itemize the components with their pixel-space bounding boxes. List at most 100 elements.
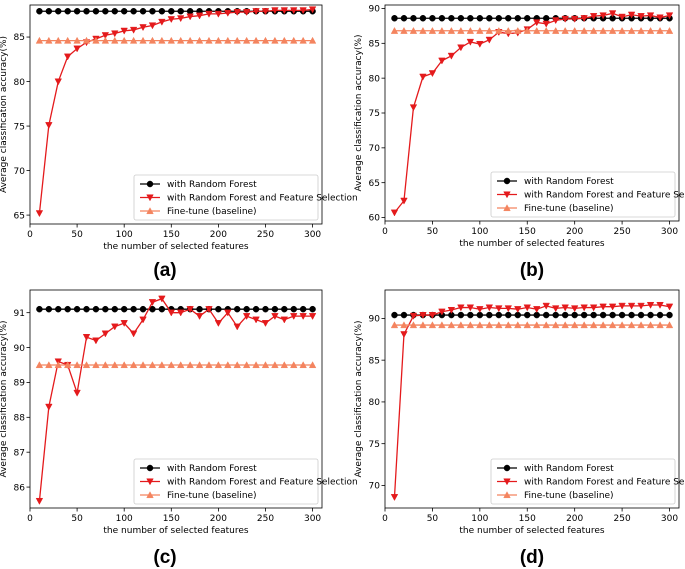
data-point: [495, 311, 503, 319]
data-point: [476, 321, 484, 329]
x-tick-label: 200: [566, 514, 583, 524]
data-point: [580, 321, 588, 329]
data-point: [590, 311, 597, 319]
legend: with Random Forest with Random Forest and…: [490, 171, 685, 218]
x-tick-label: 250: [257, 514, 274, 524]
x-axis-title: the number of selected features: [103, 526, 248, 536]
y-tick-label: 80: [369, 74, 381, 84]
data-point: [63, 361, 72, 369]
panel-label: (c): [153, 547, 176, 568]
data-point: [466, 321, 475, 329]
data-point: [233, 323, 241, 331]
data-point: [176, 361, 185, 369]
data-point: [63, 53, 72, 61]
data-point: [486, 311, 493, 319]
data-point: [252, 316, 260, 324]
y-tick-label: 90: [369, 5, 381, 15]
x-tick-label: 250: [257, 230, 274, 240]
data-point: [428, 321, 437, 329]
data-point: [205, 36, 213, 44]
data-point: [608, 10, 617, 18]
data-point: [35, 361, 44, 369]
data-point: [224, 361, 232, 369]
data-point: [589, 321, 598, 329]
data-point: [149, 7, 156, 15]
data-point: [111, 361, 119, 369]
data-point: [627, 321, 636, 329]
legend-box: [490, 171, 676, 218]
data-point: [290, 36, 298, 44]
data-point: [308, 6, 317, 14]
data-point: [299, 36, 307, 44]
data-point: [542, 14, 550, 22]
data-point: [167, 16, 176, 24]
data-point: [551, 17, 560, 25]
legend-label: with Random Forest: [524, 464, 614, 474]
series-triangle-up: [390, 321, 674, 329]
data-point: [290, 7, 298, 15]
data-point: [214, 10, 223, 18]
data-point: [167, 36, 176, 44]
legend-marker: [503, 191, 511, 199]
data-point: [139, 24, 147, 32]
data-point: [252, 8, 260, 16]
data-point: [514, 14, 522, 22]
legend-marker: [503, 177, 511, 185]
data-point: [542, 321, 550, 329]
data-point: [505, 311, 512, 319]
data-point: [571, 311, 578, 319]
series-triangle-down: [390, 10, 674, 217]
data-point: [195, 12, 204, 20]
chart-panel-4: 0 50 100 150 200 250 300 70 75 80 85 90 the number o…: [354, 289, 685, 568]
x-axis-title: the number of selected features: [103, 242, 248, 252]
data-point: [73, 45, 81, 53]
data-point: [224, 36, 232, 44]
data-point: [514, 306, 522, 314]
data-point: [551, 26, 560, 34]
data-point: [390, 494, 399, 501]
data-point: [73, 36, 81, 44]
data-point: [447, 321, 456, 329]
data-point: [400, 14, 408, 22]
data-point: [120, 36, 128, 44]
data-point: [542, 20, 550, 28]
data-point: [637, 26, 645, 34]
data-point: [101, 36, 110, 44]
plot-frame: [29, 289, 323, 509]
x-tick-label: 150: [163, 514, 180, 524]
data-point: [457, 14, 465, 22]
y-tick-label: 70: [369, 144, 381, 154]
series-triangle-down: [35, 295, 317, 505]
y-tick-label: 65: [14, 211, 25, 221]
data-point: [83, 305, 90, 313]
data-point: [580, 304, 588, 312]
data-point: [618, 26, 626, 34]
data-point: [542, 302, 550, 310]
data-point: [637, 13, 645, 20]
data-point: [233, 9, 241, 16]
data-point: [83, 7, 90, 15]
data-point: [252, 36, 260, 44]
data-point: [523, 321, 531, 329]
legend-marker: [146, 478, 154, 486]
data-point: [400, 26, 408, 34]
data-point: [271, 7, 279, 15]
data-point: [55, 7, 62, 15]
data-point: [120, 361, 128, 369]
data-point: [92, 305, 100, 313]
data-point: [252, 305, 260, 313]
data-point: [561, 15, 569, 23]
data-point: [111, 323, 119, 331]
data-point: [533, 306, 541, 314]
data-point: [158, 305, 166, 313]
data-point: [467, 311, 474, 319]
data-point: [609, 311, 616, 319]
x-tick-label: 100: [116, 230, 133, 240]
data-point: [656, 26, 664, 34]
data-point: [242, 313, 251, 320]
data-point: [252, 361, 260, 369]
data-point: [589, 304, 598, 312]
y-tick-label: 70: [369, 482, 381, 492]
data-point: [438, 57, 446, 65]
y-tick-label: 85: [369, 356, 380, 366]
